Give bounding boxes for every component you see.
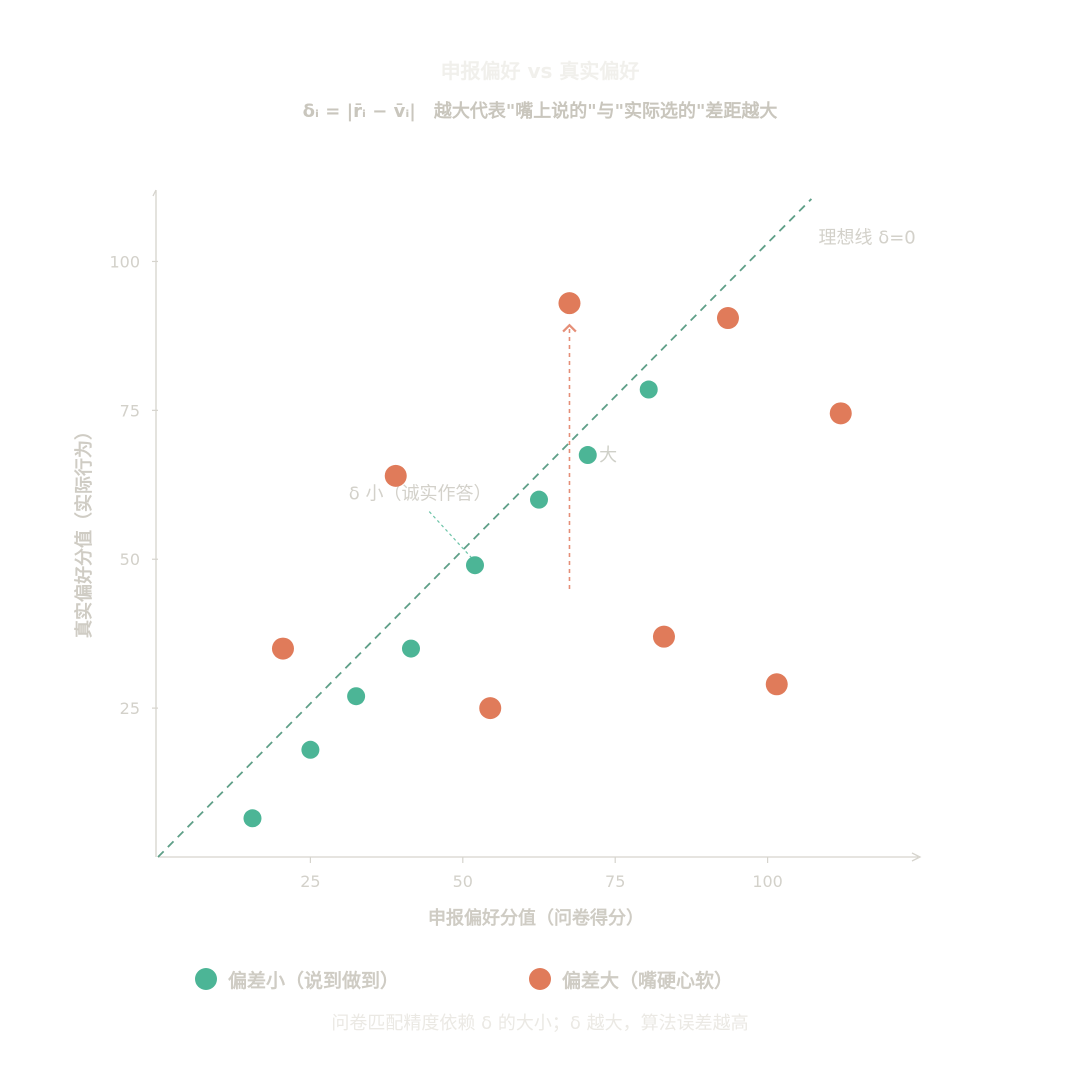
y-axis-arrow (152, 189, 157, 197)
point-large-delta (652, 625, 675, 648)
ideal-line (157, 198, 813, 858)
point-small-delta (401, 639, 420, 658)
annotations-group: δ 小（诚实作答）δ 大 (349, 323, 617, 590)
footnote: 问卷匹配精度依赖 δ 的大小；δ 越大，算法误差越高 (331, 1013, 748, 1034)
point-large-delta (558, 292, 581, 315)
y-tick-label: 50 (120, 550, 140, 569)
point-large-delta (765, 673, 788, 696)
reference-line-group: 理想线 δ=0 (157, 198, 916, 858)
legend-marker-small (195, 968, 217, 990)
point-small-delta (639, 380, 658, 399)
legend: 偏差小（说到做到） 偏差大（嘴硬心软） (195, 968, 733, 992)
point-large-delta (829, 402, 852, 425)
data-points-group (243, 292, 852, 828)
point-large-delta (716, 307, 739, 330)
annotation-small-leader (428, 511, 472, 558)
point-large-delta (384, 464, 407, 487)
point-small-delta (243, 809, 262, 828)
point-small-delta (530, 490, 548, 509)
x-tick-label: 75 (605, 872, 625, 891)
x-tick-label: 50 (453, 872, 473, 891)
point-small-delta (578, 446, 597, 465)
point-small-delta (301, 740, 320, 759)
y-tick-label: 75 (120, 401, 140, 420)
point-large-delta (271, 637, 294, 660)
chart-subtitle: δᵢ = |r̄ᵢ − v̄ᵢ| 越大代表"嘴上说的"与"实际选的"差距越大 (303, 100, 778, 122)
x-axis-arrow (911, 852, 922, 862)
annotation-small-delta: δ 小（诚实作答） (349, 484, 492, 505)
x-tick-label: 100 (752, 872, 783, 891)
y-tick-label: 25 (120, 699, 140, 718)
legend-marker-large (529, 968, 551, 990)
ideal-line-label: 理想线 δ=0 (818, 228, 915, 249)
legend-label-large: 偏差大（嘴硬心软） (562, 969, 733, 992)
x-axis-label: 申报偏好分值（问卷得分） (428, 907, 644, 929)
point-small-delta (347, 687, 366, 706)
chart-title: 申报偏好 vs 真实偏好 (441, 59, 640, 83)
point-large-delta (479, 697, 502, 720)
point-small-delta (465, 556, 484, 575)
y-axis-label: 真实偏好分值（实际行为） (73, 422, 95, 638)
y-tick-label: 100 (109, 252, 140, 271)
axes: 25 50 75 100 25 50 75 100 (109, 189, 922, 891)
x-tick-label: 25 (300, 872, 320, 891)
legend-label-small: 偏差小（说到做到） (228, 969, 399, 992)
